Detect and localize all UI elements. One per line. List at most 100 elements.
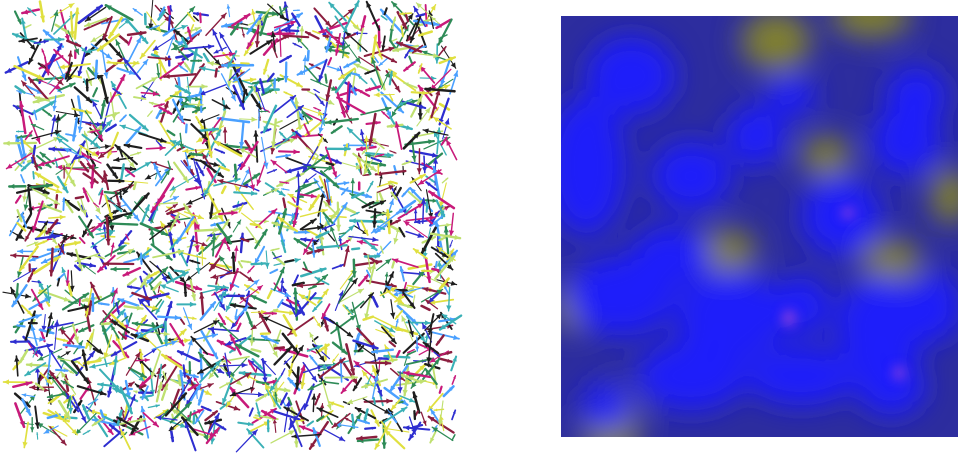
arrow-head <box>131 427 137 434</box>
arrow-head <box>321 312 327 319</box>
arrow-glyph <box>426 392 444 413</box>
arrow-glyph <box>224 337 247 346</box>
arrow-glyph <box>104 221 139 227</box>
arrow-head <box>217 178 224 184</box>
arrow-glyph <box>326 65 343 72</box>
arrow-head <box>220 237 226 244</box>
arrow-glyph <box>294 97 302 130</box>
arrow-glyph <box>324 117 359 125</box>
arrow-glyph <box>37 155 70 167</box>
arrow-head <box>124 313 128 318</box>
arrow-head <box>281 240 285 245</box>
arrow-head <box>341 191 345 195</box>
arrow-glyph <box>27 186 34 215</box>
arrow-head <box>300 418 305 423</box>
arrow-head <box>257 349 261 353</box>
arrow-head <box>254 258 260 264</box>
arrow-head <box>90 37 97 42</box>
arrow-head <box>287 24 294 30</box>
arrow-head <box>199 13 202 17</box>
arrow-head <box>446 351 452 356</box>
arrow-head <box>239 233 245 240</box>
arrow-head <box>56 138 63 144</box>
arrow-glyph <box>422 155 427 174</box>
arrow-head <box>239 148 246 154</box>
arrow-glyph <box>160 100 169 123</box>
arrow-glyph <box>71 322 79 344</box>
arrow-head <box>182 38 185 42</box>
arrow-glyph <box>184 151 192 172</box>
arrow-head <box>43 30 50 36</box>
arrow-glyph <box>356 418 371 425</box>
arrow-head <box>344 246 350 253</box>
arrow-glyph <box>262 316 293 331</box>
arrow-glyph <box>27 7 37 17</box>
arrow-head <box>238 323 241 327</box>
arrow-glyph <box>441 177 449 184</box>
arrow-glyph <box>41 313 47 332</box>
arrow-glyph <box>299 218 317 231</box>
arrow-head <box>18 217 22 222</box>
arrow-glyph <box>45 43 63 74</box>
arrow-head <box>114 420 119 424</box>
vector-field-panel <box>0 0 470 470</box>
arrow-head <box>59 214 65 220</box>
arrow-head <box>123 270 130 276</box>
arrow-head <box>355 212 360 215</box>
arrow-head <box>196 18 199 21</box>
arrow-glyph <box>438 56 457 65</box>
arrow-head <box>22 9 29 15</box>
arrow-head <box>23 204 29 211</box>
arrow-head <box>64 398 69 403</box>
arrow-glyph <box>16 248 36 254</box>
arrow-glyph <box>372 344 380 376</box>
arrow-head <box>289 402 292 405</box>
arrow-head <box>230 391 237 397</box>
arrow-head <box>281 188 285 191</box>
arrow-head <box>168 166 171 170</box>
arrow-head <box>27 310 32 315</box>
arrow-head <box>449 56 455 62</box>
arrow-glyph <box>130 333 150 343</box>
arrow-glyph <box>153 162 163 181</box>
arrow-head <box>33 98 40 104</box>
arrow-head <box>81 350 87 357</box>
arrow-head <box>436 289 443 295</box>
arrow-head <box>152 54 155 57</box>
arrow-glyph <box>330 125 343 135</box>
arrow-head <box>367 170 371 174</box>
arrow-head <box>96 227 101 232</box>
arrow-glyph <box>84 17 108 27</box>
arrow-head <box>316 233 322 238</box>
arrow-head <box>341 387 347 393</box>
arrow-glyph <box>33 255 61 275</box>
arrow-head <box>412 392 418 399</box>
arrow-head <box>369 181 373 186</box>
arrow-head <box>378 357 382 360</box>
arrow-glyph <box>74 49 77 60</box>
arrow-glyph <box>218 365 243 386</box>
arrow-head <box>256 19 262 26</box>
arrow-glyph <box>58 82 76 92</box>
arrow-head <box>407 13 413 20</box>
arrow-head <box>345 239 350 244</box>
arrow-head <box>418 69 421 73</box>
arrow-head <box>403 425 410 431</box>
arrow-head <box>79 141 85 148</box>
arrow-head <box>208 326 215 332</box>
arrow-head <box>278 190 285 196</box>
arrow-head <box>309 332 314 338</box>
arrow-head <box>130 395 136 401</box>
arrow-head <box>284 292 291 297</box>
arrow-head <box>82 293 89 299</box>
arrow-head <box>422 420 427 426</box>
arrow-head <box>203 434 208 441</box>
arrow-head <box>401 315 407 322</box>
arrow-head <box>426 357 432 363</box>
arrow-head <box>199 66 206 72</box>
arrow-head <box>20 18 26 25</box>
arrow-glyph <box>246 28 259 50</box>
arrow-head <box>105 53 112 59</box>
arrow-head <box>182 176 188 182</box>
arrow-glyph <box>187 383 199 392</box>
